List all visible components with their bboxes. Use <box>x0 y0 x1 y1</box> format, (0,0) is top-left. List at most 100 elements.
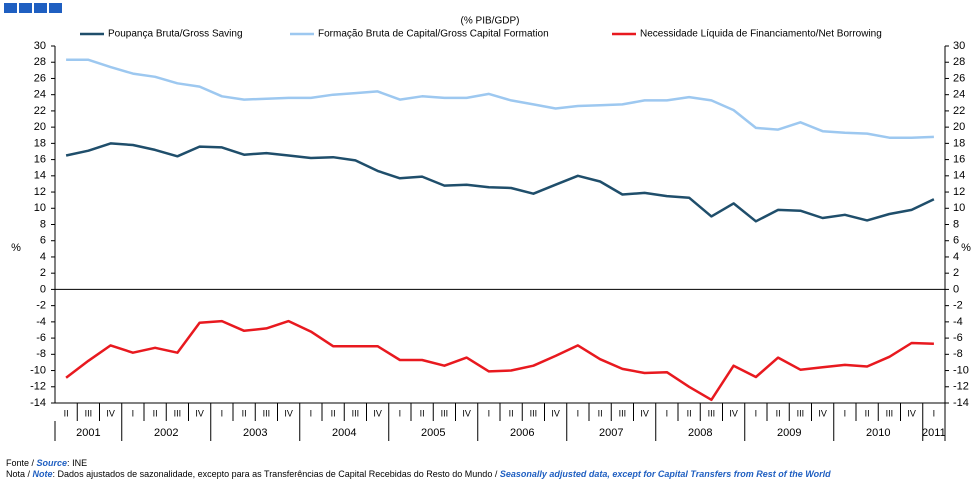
year-label: 2005 <box>421 427 445 439</box>
y-tick-label: 30 <box>34 40 46 52</box>
x-tick-label: III <box>886 408 894 418</box>
x-tick-label: II <box>420 408 425 418</box>
x-tick-label: I <box>132 408 135 418</box>
y2-tick-label: 24 <box>953 89 965 101</box>
y2-tick-label: -10 <box>953 364 969 376</box>
series-line <box>66 58 934 139</box>
y2-tick-label: 4 <box>953 251 959 263</box>
y2-tick-label: 18 <box>953 137 965 149</box>
x-tick-label: IV <box>907 408 916 418</box>
y2-tick-label: 30 <box>953 40 965 52</box>
y2-tick-label: 12 <box>953 186 965 198</box>
x-tick-label: II <box>153 408 158 418</box>
x-tick-label: I <box>577 408 580 418</box>
x-tick-label: IV <box>729 408 738 418</box>
x-tick-label: IV <box>818 408 827 418</box>
source-text: INE <box>72 458 88 468</box>
y2-axis-label: % <box>961 242 971 254</box>
y2-tick-label: -6 <box>953 332 963 344</box>
x-tick-label: I <box>933 408 936 418</box>
series-line <box>65 319 934 402</box>
x-tick-label: IV <box>640 408 649 418</box>
x-tick-label: III <box>708 408 716 418</box>
y2-tick-label: 22 <box>953 105 965 117</box>
y-tick-label: 0 <box>40 283 46 295</box>
year-label: 2007 <box>599 427 623 439</box>
y-tick-label: 26 <box>34 72 46 84</box>
decor <box>4 3 17 13</box>
x-tick-label: III <box>174 408 182 418</box>
year-label: 2002 <box>154 427 178 439</box>
x-tick-label: III <box>263 408 271 418</box>
y-tick-label: 24 <box>34 89 46 101</box>
x-tick-label: I <box>221 408 224 418</box>
y-tick-label: 22 <box>34 105 46 117</box>
y2-tick-label: -4 <box>953 316 963 328</box>
y2-tick-label: 2 <box>953 267 959 279</box>
x-tick-label: I <box>666 408 669 418</box>
x-tick-label: II <box>331 408 336 418</box>
x-tick-label: II <box>598 408 603 418</box>
y2-tick-label: 16 <box>953 153 965 165</box>
y-tick-label: 28 <box>34 56 46 68</box>
x-tick-label: IV <box>284 408 293 418</box>
x-tick-label: II <box>64 408 69 418</box>
x-tick-label: I <box>310 408 313 418</box>
legend-label: Necessidade Líquida de Financiamento/Net… <box>640 29 882 40</box>
y-tick-label: -8 <box>36 348 46 360</box>
x-tick-label: IV <box>195 408 204 418</box>
y-tick-label: 20 <box>34 121 46 133</box>
x-tick-label: II <box>687 408 692 418</box>
y2-tick-label: 26 <box>953 72 965 84</box>
x-tick-label: IV <box>373 408 382 418</box>
y-tick-label: -10 <box>30 364 46 376</box>
year-label: 2006 <box>510 427 534 439</box>
y-tick-label: 2 <box>40 267 46 279</box>
x-tick-label: II <box>242 408 247 418</box>
note-text-pt: Dados ajustados de sazonalidade, excepto… <box>57 469 498 479</box>
x-tick-label: III <box>797 408 805 418</box>
y-tick-label: -12 <box>30 381 46 393</box>
source-label: Fonte / <box>6 458 35 468</box>
decor <box>49 3 62 13</box>
y-tick-label: 16 <box>34 153 46 165</box>
decor <box>34 3 47 13</box>
decor <box>19 3 32 13</box>
y-tick-label: 6 <box>40 235 46 247</box>
y-tick-label: -6 <box>36 332 46 344</box>
y-tick-label: 18 <box>34 137 46 149</box>
x-tick-label: IV <box>106 408 115 418</box>
x-tick-label: II <box>776 408 781 418</box>
y-tick-label: 12 <box>34 186 46 198</box>
x-tick-label: I <box>844 408 847 418</box>
series-line <box>65 142 935 223</box>
y-tick-label: -14 <box>30 397 46 409</box>
x-tick-label: III <box>441 408 449 418</box>
x-tick-label: III <box>85 408 93 418</box>
year-label: 2010 <box>866 427 890 439</box>
year-label: 2008 <box>688 427 712 439</box>
x-tick-label: IV <box>551 408 560 418</box>
x-tick-label: III <box>352 408 360 418</box>
subtitle: (% PIB/GDP) <box>461 16 520 27</box>
x-tick-label: I <box>488 408 491 418</box>
year-label: 2003 <box>243 427 267 439</box>
y2-tick-label: -14 <box>953 397 969 409</box>
chart: (% PIB/GDP) % % -14-12-10-8-6-4-20246810… <box>4 3 971 441</box>
y2-tick-label: -2 <box>953 300 963 312</box>
y2-tick-label: -12 <box>953 381 969 393</box>
x-tick-label: III <box>530 408 538 418</box>
year-label: 2011 <box>922 427 946 439</box>
note: Nota / Note: Dados ajustados de sazonali… <box>6 469 831 479</box>
y-axis-label: % <box>11 242 21 254</box>
y2-tick-label: 6 <box>953 235 959 247</box>
x-tick-label: I <box>755 408 758 418</box>
legend-label: Formação Bruta de Capital/Gross Capital … <box>318 29 549 40</box>
y2-tick-label: 0 <box>953 283 959 295</box>
legend-label: Poupança Bruta/Gross Saving <box>108 29 243 40</box>
y2-tick-label: 10 <box>953 202 965 214</box>
x-tick-label: I <box>399 408 402 418</box>
y-tick-label: 14 <box>34 170 46 182</box>
